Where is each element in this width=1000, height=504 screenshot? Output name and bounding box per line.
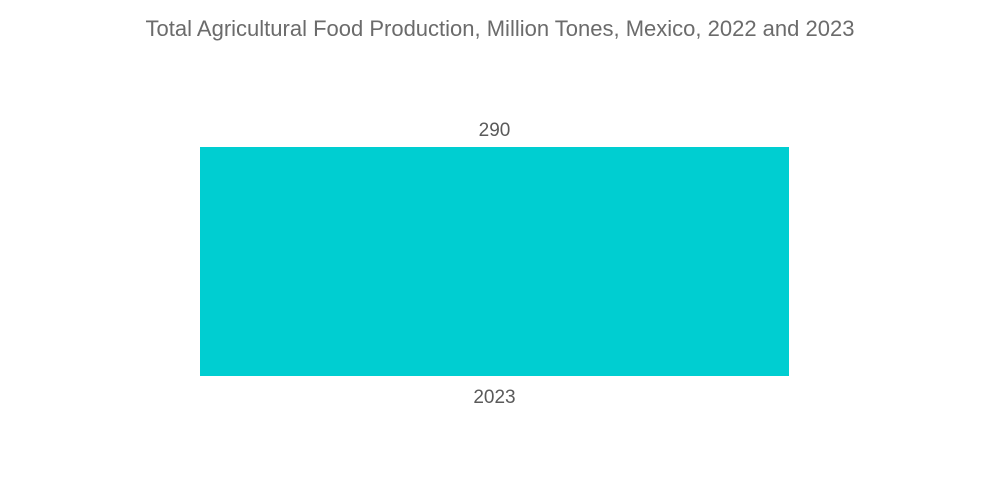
x-tick-label-2023: 2023 (473, 387, 515, 408)
bar-2023 (200, 147, 789, 376)
data-label-2023: 290 (479, 120, 511, 141)
chart-title: Total Agricultural Food Production, Mill… (145, 16, 855, 41)
